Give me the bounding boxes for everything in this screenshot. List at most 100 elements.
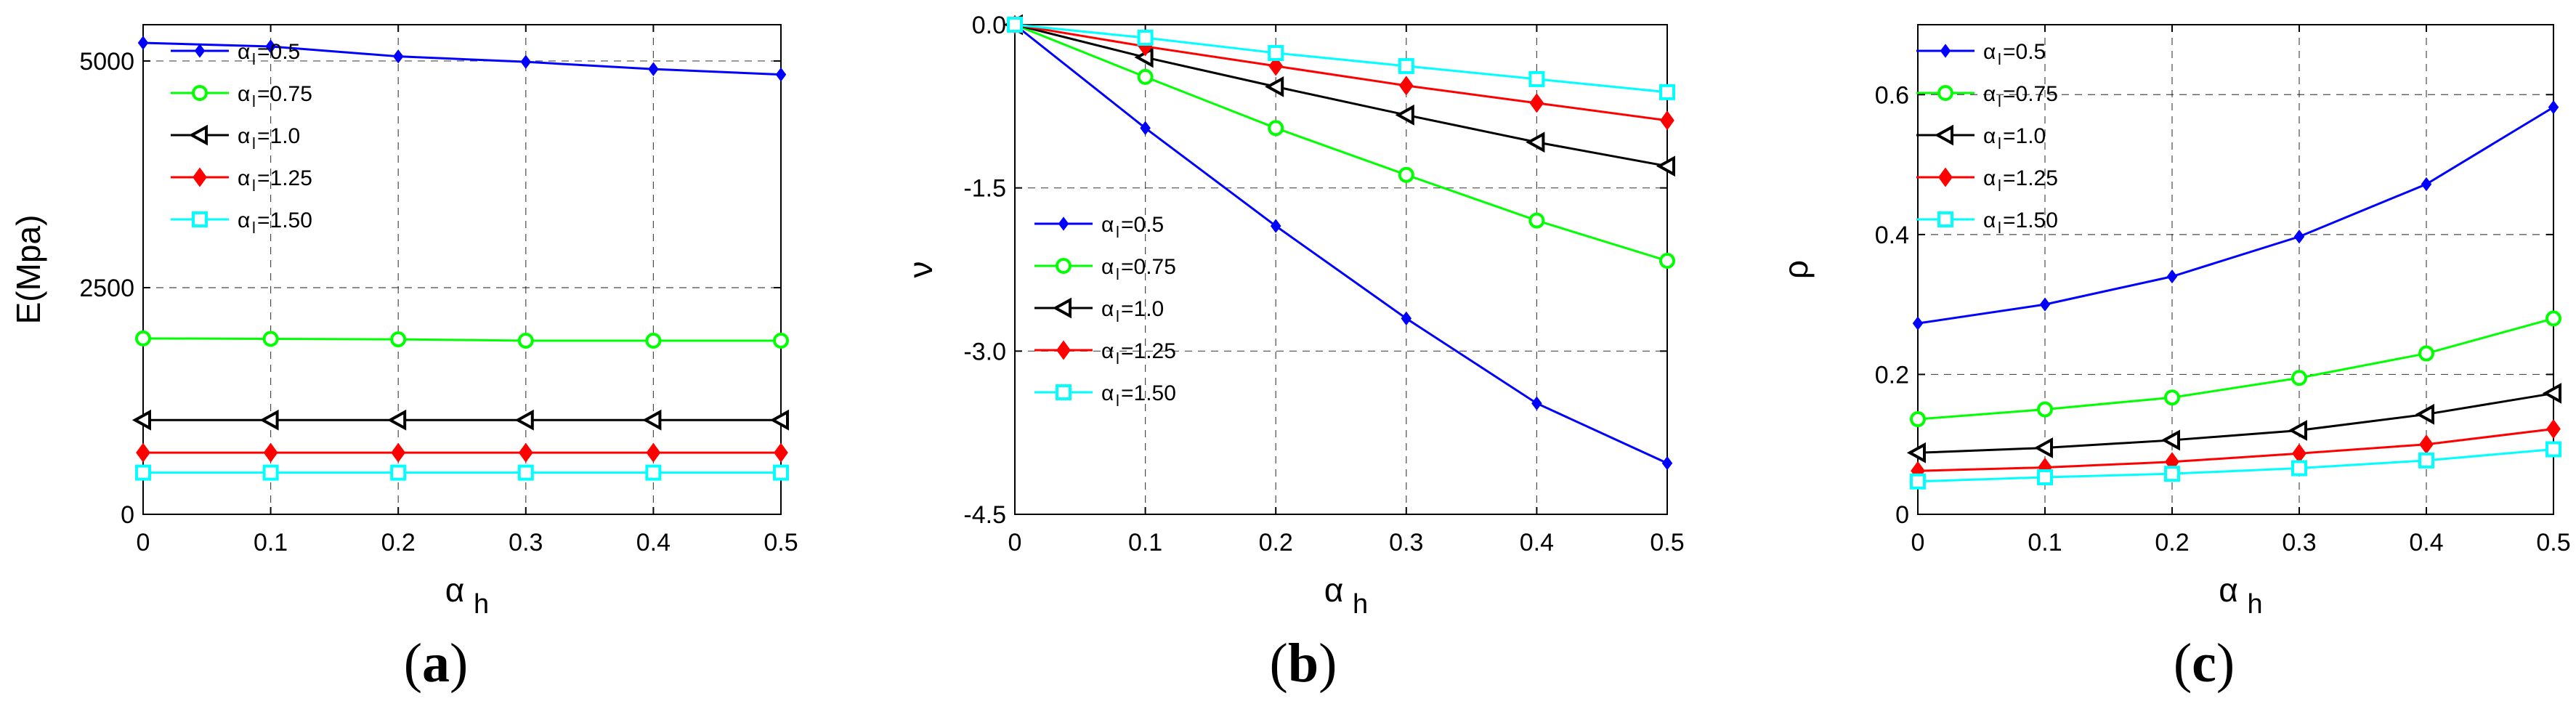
data-point xyxy=(2419,434,2434,455)
x-axis-label-subscript: h xyxy=(474,589,489,620)
data-point xyxy=(2291,370,2307,386)
x-tick-label: 0.3 xyxy=(2282,529,2316,556)
legend: α l =0.5α l =0.75α l =1.0α l =1.25α l =1.50 xyxy=(171,40,312,237)
x-tick-label: 0.1 xyxy=(1128,529,1162,556)
legend-marker xyxy=(1056,340,1071,360)
data-point xyxy=(2291,460,2307,477)
legend-marker xyxy=(1940,44,1951,58)
y-tick-label: -1.5 xyxy=(963,175,1006,203)
data-point xyxy=(1268,120,1284,137)
y-axis-label: ρ xyxy=(1777,260,1815,279)
data-point xyxy=(774,442,788,463)
caption-c: (c) xyxy=(2173,633,2235,694)
plot-frame xyxy=(142,24,782,515)
y-axis-label: E(Mpa) xyxy=(9,215,47,325)
series-3 xyxy=(131,409,789,431)
data-point xyxy=(136,442,150,463)
data-point xyxy=(1660,110,1674,131)
legend-label-subscript: l xyxy=(252,134,256,153)
x-tick-label: 0.2 xyxy=(2155,529,2189,556)
legend-label: α xyxy=(238,82,250,106)
x-tick-label: 0 xyxy=(1911,529,1925,556)
series-line xyxy=(1917,106,2554,325)
data-point xyxy=(1007,17,1023,33)
caption-b: (b) xyxy=(1269,633,1337,694)
legend-label-value: =1.0 xyxy=(2003,124,2046,148)
series-line xyxy=(142,41,782,76)
legend-label: α xyxy=(1101,255,1114,279)
legend-label-value: =1.25 xyxy=(2003,166,2058,190)
data-point xyxy=(131,409,151,431)
series-line xyxy=(1014,23,1668,464)
legend-label-subscript: l xyxy=(1998,92,2001,110)
data-point xyxy=(1137,29,1154,46)
series-line xyxy=(1014,23,1668,262)
legend-label: α xyxy=(238,124,250,148)
legend-label-subscript: l xyxy=(252,92,256,110)
legend-label-value: =0.75 xyxy=(1121,255,1176,279)
legend-label: α xyxy=(1983,40,1996,64)
x-tick-label: 0.2 xyxy=(1259,529,1293,556)
data-point xyxy=(137,36,149,50)
series-5 xyxy=(1910,441,2561,490)
x-tick-label: 0.2 xyxy=(381,529,416,556)
data-point xyxy=(1395,104,1414,126)
series-line xyxy=(1917,447,2554,483)
data-point xyxy=(2160,429,2180,451)
legend-label-subscript: l xyxy=(252,177,256,195)
legend-label-subscript: l xyxy=(1116,307,1119,325)
data-point xyxy=(1531,396,1542,410)
legend-label-value: =1.50 xyxy=(2003,208,2058,232)
legend: α l =0.5α l =0.75α l =1.0α l =1.25α l =1.50 xyxy=(1916,40,2058,237)
x-axis-label: α xyxy=(1324,571,1344,609)
data-point xyxy=(1659,84,1675,100)
data-point xyxy=(2039,297,2051,312)
y-tick-label: 5000 xyxy=(79,48,134,76)
data-point xyxy=(1912,316,1924,331)
data-point xyxy=(392,49,404,64)
data-point xyxy=(259,409,279,431)
data-point xyxy=(2033,437,2053,458)
legend-label: α xyxy=(1983,208,1996,232)
data-point xyxy=(1398,166,1414,183)
legend-marker xyxy=(1934,124,1953,146)
legend-marker xyxy=(188,124,208,146)
data-point xyxy=(390,464,407,481)
y-tick-label: 0.6 xyxy=(1875,81,1909,109)
data-point xyxy=(135,330,151,347)
data-point xyxy=(517,464,534,481)
data-point xyxy=(2545,310,2561,327)
y-tick-label: 0.0 xyxy=(972,12,1006,39)
y-tick-label: -4.5 xyxy=(963,501,1006,529)
data-point xyxy=(1398,76,1414,96)
data-point xyxy=(2418,452,2434,469)
legend-marker xyxy=(193,167,207,187)
data-point xyxy=(1910,411,1926,428)
data-point xyxy=(262,331,279,347)
plot-frame xyxy=(1014,24,1668,515)
legend-marker xyxy=(1056,384,1072,400)
series-line xyxy=(142,337,781,342)
legend-label-value: =0.5 xyxy=(1121,213,1164,237)
legend-label-value: =0.5 xyxy=(2003,40,2046,64)
y-axis-label: ν xyxy=(902,262,939,278)
data-point xyxy=(520,54,532,69)
data-point xyxy=(642,409,662,431)
data-point xyxy=(2293,230,2305,244)
data-point xyxy=(514,409,534,431)
data-point xyxy=(391,442,406,463)
series-2 xyxy=(135,330,789,349)
legend-label-subscript: l xyxy=(1116,349,1119,368)
data-point xyxy=(2164,466,2180,482)
legend-label: α xyxy=(1101,381,1114,405)
legend-label: α xyxy=(238,166,250,190)
x-tick-label: 0 xyxy=(137,529,150,556)
data-point xyxy=(265,39,276,54)
series-line xyxy=(1917,428,2554,472)
data-point xyxy=(1140,121,1151,135)
data-point xyxy=(2421,177,2432,192)
legend-label: α xyxy=(1101,213,1114,237)
data-point xyxy=(1137,68,1154,85)
data-point xyxy=(2418,345,2434,362)
data-point xyxy=(1526,131,1545,153)
